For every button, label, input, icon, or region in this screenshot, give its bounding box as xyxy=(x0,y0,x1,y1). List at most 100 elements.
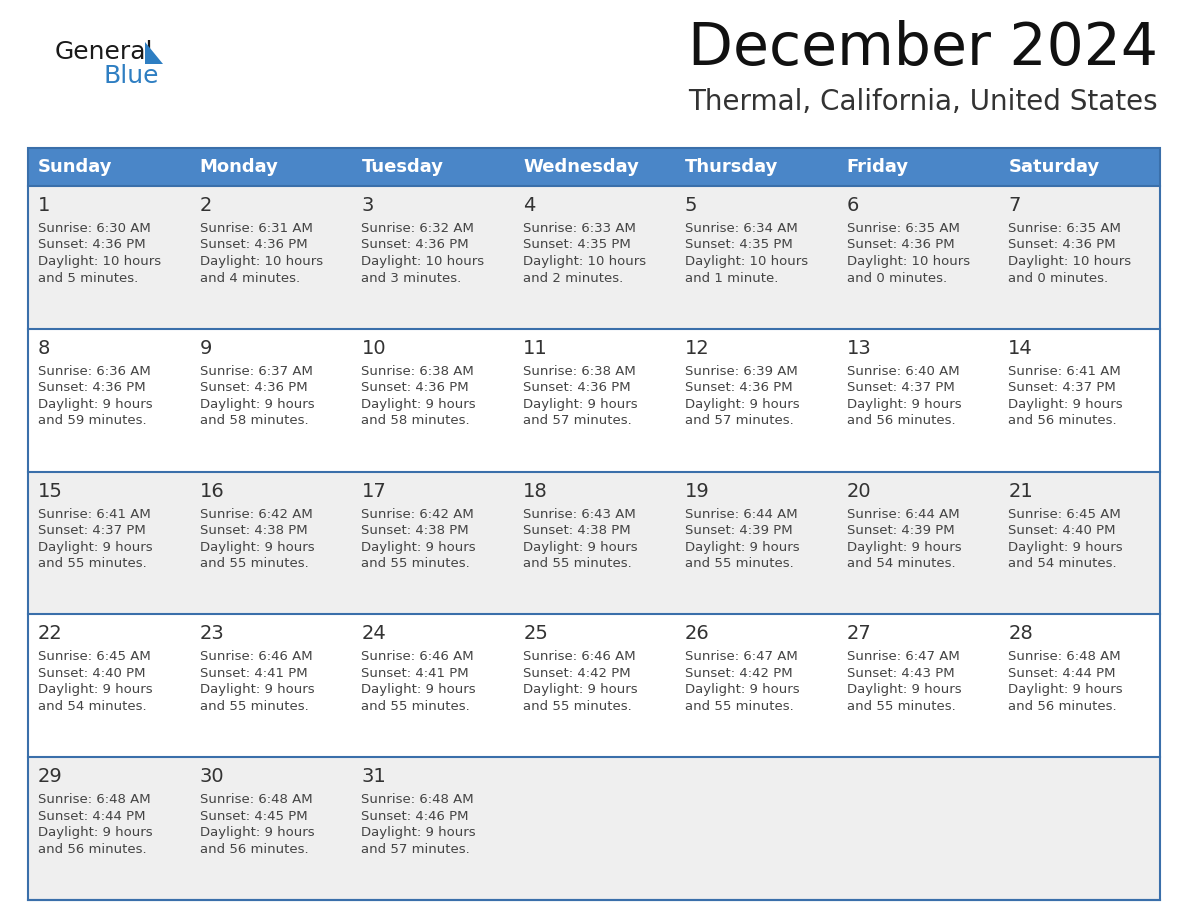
Text: 31: 31 xyxy=(361,767,386,786)
Text: and 5 minutes.: and 5 minutes. xyxy=(38,272,138,285)
Text: Daylight: 9 hours: Daylight: 9 hours xyxy=(847,541,961,554)
Text: Sunset: 4:38 PM: Sunset: 4:38 PM xyxy=(200,524,308,537)
Text: Sunrise: 6:48 AM: Sunrise: 6:48 AM xyxy=(361,793,474,806)
Text: Sunrise: 6:47 AM: Sunrise: 6:47 AM xyxy=(847,650,960,664)
Text: and 57 minutes.: and 57 minutes. xyxy=(361,843,470,856)
Bar xyxy=(29,148,1159,186)
Text: Sunrise: 6:39 AM: Sunrise: 6:39 AM xyxy=(684,364,797,378)
Text: Daylight: 9 hours: Daylight: 9 hours xyxy=(361,541,476,554)
Text: Thermal, California, United States: Thermal, California, United States xyxy=(688,88,1158,116)
Text: 25: 25 xyxy=(523,624,548,644)
Text: 23: 23 xyxy=(200,624,225,644)
Text: 22: 22 xyxy=(38,624,63,644)
Text: 17: 17 xyxy=(361,482,386,500)
Text: and 0 minutes.: and 0 minutes. xyxy=(847,272,947,285)
Text: and 55 minutes.: and 55 minutes. xyxy=(684,700,794,713)
Text: Sunset: 4:36 PM: Sunset: 4:36 PM xyxy=(200,239,308,252)
Text: Sunrise: 6:46 AM: Sunrise: 6:46 AM xyxy=(200,650,312,664)
Text: and 55 minutes.: and 55 minutes. xyxy=(523,700,632,713)
Text: Daylight: 9 hours: Daylight: 9 hours xyxy=(684,397,800,410)
Text: Daylight: 9 hours: Daylight: 9 hours xyxy=(361,826,476,839)
Text: Sunrise: 6:46 AM: Sunrise: 6:46 AM xyxy=(523,650,636,664)
Text: Sunset: 4:40 PM: Sunset: 4:40 PM xyxy=(38,666,145,680)
Text: Sunrise: 6:38 AM: Sunrise: 6:38 AM xyxy=(523,364,636,378)
Text: Sunset: 4:41 PM: Sunset: 4:41 PM xyxy=(200,666,308,680)
Text: Sunset: 4:36 PM: Sunset: 4:36 PM xyxy=(38,381,146,395)
Text: and 55 minutes.: and 55 minutes. xyxy=(200,557,309,570)
Text: Daylight: 9 hours: Daylight: 9 hours xyxy=(200,826,315,839)
Text: and 54 minutes.: and 54 minutes. xyxy=(847,557,955,570)
Text: and 54 minutes.: and 54 minutes. xyxy=(38,700,146,713)
Text: 27: 27 xyxy=(847,624,871,644)
Text: Sunset: 4:40 PM: Sunset: 4:40 PM xyxy=(1009,524,1116,537)
Text: 2: 2 xyxy=(200,196,213,215)
Text: Daylight: 9 hours: Daylight: 9 hours xyxy=(523,541,638,554)
Text: Sunset: 4:46 PM: Sunset: 4:46 PM xyxy=(361,810,469,823)
Text: Sunrise: 6:38 AM: Sunrise: 6:38 AM xyxy=(361,364,474,378)
Text: Sunset: 4:38 PM: Sunset: 4:38 PM xyxy=(361,524,469,537)
Text: Sunset: 4:44 PM: Sunset: 4:44 PM xyxy=(38,810,145,823)
Text: Daylight: 10 hours: Daylight: 10 hours xyxy=(847,255,969,268)
Text: Daylight: 9 hours: Daylight: 9 hours xyxy=(523,397,638,410)
Text: 20: 20 xyxy=(847,482,871,500)
Text: Daylight: 9 hours: Daylight: 9 hours xyxy=(847,683,961,697)
Text: Sunrise: 6:34 AM: Sunrise: 6:34 AM xyxy=(684,222,797,235)
Text: Sunset: 4:43 PM: Sunset: 4:43 PM xyxy=(847,666,954,680)
Text: Sunset: 4:41 PM: Sunset: 4:41 PM xyxy=(361,666,469,680)
Text: Sunrise: 6:46 AM: Sunrise: 6:46 AM xyxy=(361,650,474,664)
Text: 21: 21 xyxy=(1009,482,1034,500)
Text: and 59 minutes.: and 59 minutes. xyxy=(38,414,146,427)
Text: and 4 minutes.: and 4 minutes. xyxy=(200,272,299,285)
Text: Sunrise: 6:35 AM: Sunrise: 6:35 AM xyxy=(1009,222,1121,235)
Text: Sunrise: 6:44 AM: Sunrise: 6:44 AM xyxy=(847,508,959,521)
Text: Wednesday: Wednesday xyxy=(523,158,639,176)
Text: 18: 18 xyxy=(523,482,548,500)
Text: Sunrise: 6:45 AM: Sunrise: 6:45 AM xyxy=(38,650,151,664)
Text: and 55 minutes.: and 55 minutes. xyxy=(523,557,632,570)
Text: Daylight: 9 hours: Daylight: 9 hours xyxy=(847,397,961,410)
Text: Daylight: 10 hours: Daylight: 10 hours xyxy=(38,255,162,268)
Text: and 3 minutes.: and 3 minutes. xyxy=(361,272,462,285)
Text: Sunset: 4:36 PM: Sunset: 4:36 PM xyxy=(523,381,631,395)
Text: Daylight: 9 hours: Daylight: 9 hours xyxy=(1009,397,1123,410)
Text: Daylight: 9 hours: Daylight: 9 hours xyxy=(38,541,152,554)
Text: Daylight: 9 hours: Daylight: 9 hours xyxy=(200,541,315,554)
Text: Sunrise: 6:33 AM: Sunrise: 6:33 AM xyxy=(523,222,636,235)
Text: Sunday: Sunday xyxy=(38,158,113,176)
Text: Daylight: 10 hours: Daylight: 10 hours xyxy=(361,255,485,268)
Text: 6: 6 xyxy=(847,196,859,215)
Text: and 56 minutes.: and 56 minutes. xyxy=(847,414,955,427)
Text: Daylight: 9 hours: Daylight: 9 hours xyxy=(1009,683,1123,697)
Text: and 55 minutes.: and 55 minutes. xyxy=(361,557,470,570)
Text: 28: 28 xyxy=(1009,624,1034,644)
Text: 15: 15 xyxy=(38,482,63,500)
Text: Sunset: 4:39 PM: Sunset: 4:39 PM xyxy=(847,524,954,537)
Text: and 56 minutes.: and 56 minutes. xyxy=(1009,414,1117,427)
Text: Monday: Monday xyxy=(200,158,279,176)
Text: Sunrise: 6:44 AM: Sunrise: 6:44 AM xyxy=(684,508,797,521)
Text: Thursday: Thursday xyxy=(684,158,778,176)
Bar xyxy=(29,186,1159,329)
Polygon shape xyxy=(145,42,163,64)
Text: 24: 24 xyxy=(361,624,386,644)
Bar xyxy=(29,757,1159,900)
Text: Sunset: 4:35 PM: Sunset: 4:35 PM xyxy=(523,239,631,252)
Text: Daylight: 9 hours: Daylight: 9 hours xyxy=(200,397,315,410)
Text: Sunset: 4:36 PM: Sunset: 4:36 PM xyxy=(38,239,146,252)
Text: Sunset: 4:35 PM: Sunset: 4:35 PM xyxy=(684,239,792,252)
Text: 10: 10 xyxy=(361,339,386,358)
Text: Sunrise: 6:48 AM: Sunrise: 6:48 AM xyxy=(200,793,312,806)
Bar xyxy=(29,329,1159,472)
Text: 5: 5 xyxy=(684,196,697,215)
Text: and 57 minutes.: and 57 minutes. xyxy=(684,414,794,427)
Text: 1: 1 xyxy=(38,196,50,215)
Text: and 55 minutes.: and 55 minutes. xyxy=(38,557,147,570)
Text: Sunset: 4:38 PM: Sunset: 4:38 PM xyxy=(523,524,631,537)
Text: and 56 minutes.: and 56 minutes. xyxy=(38,843,146,856)
Text: Blue: Blue xyxy=(103,64,158,88)
Text: and 54 minutes.: and 54 minutes. xyxy=(1009,557,1117,570)
Text: Daylight: 9 hours: Daylight: 9 hours xyxy=(38,683,152,697)
Text: Sunset: 4:36 PM: Sunset: 4:36 PM xyxy=(361,239,469,252)
Text: December 2024: December 2024 xyxy=(688,20,1158,77)
Text: Sunrise: 6:36 AM: Sunrise: 6:36 AM xyxy=(38,364,151,378)
